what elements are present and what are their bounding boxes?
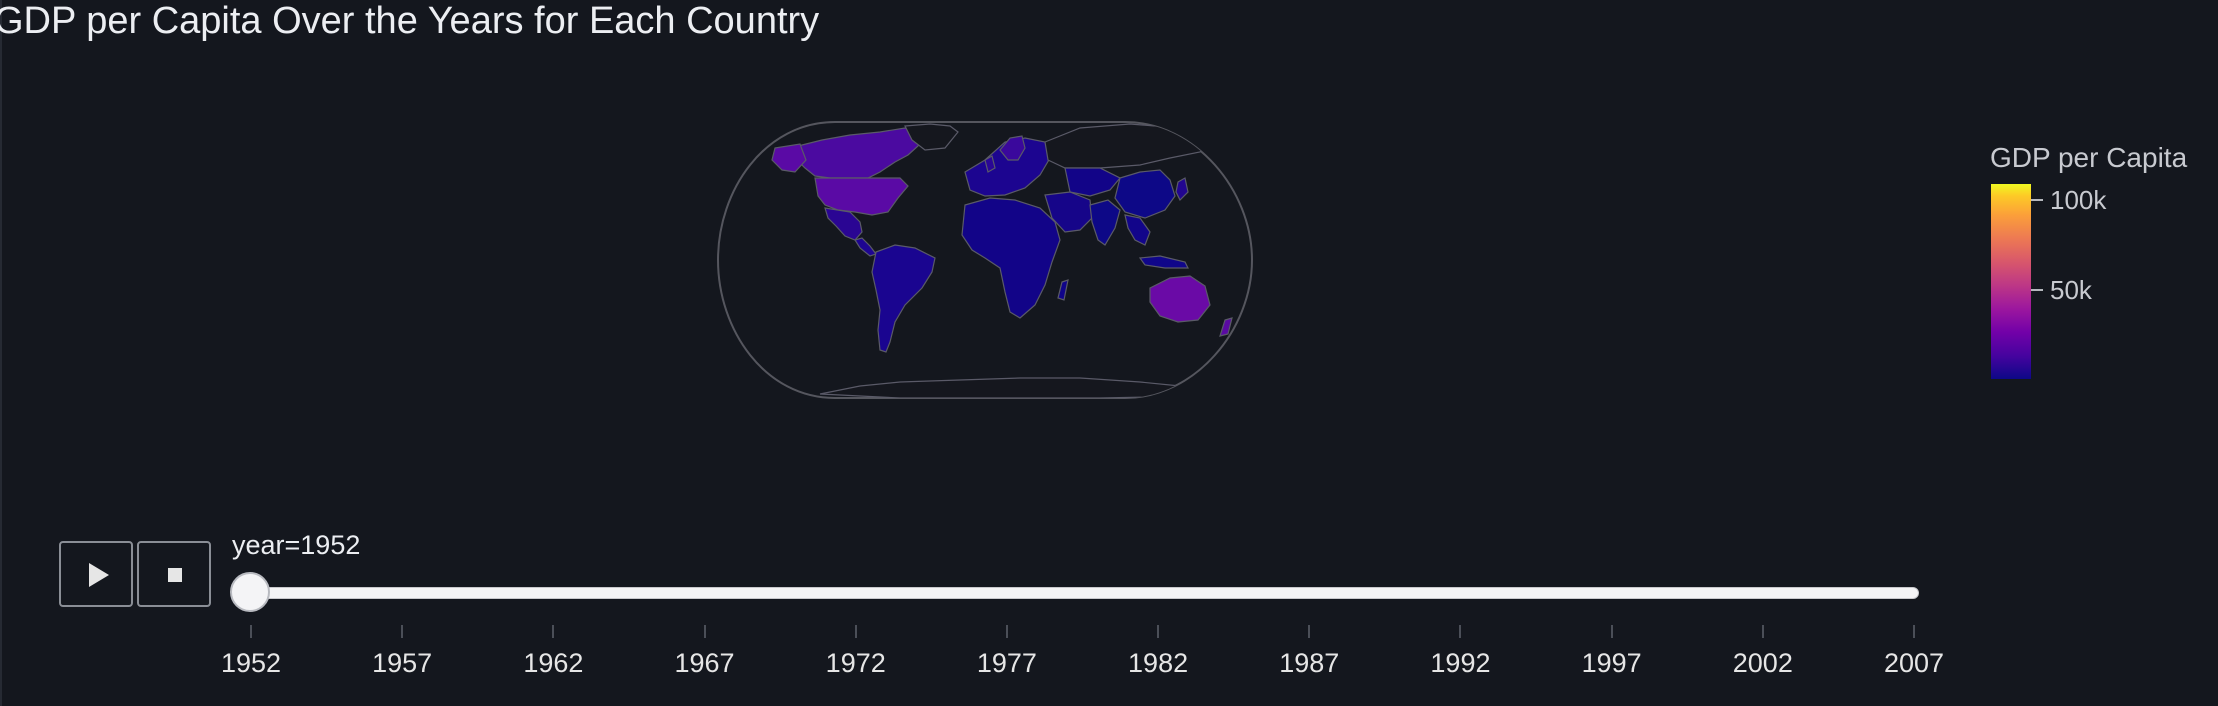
year-tick: [250, 625, 252, 638]
year-step-label[interactable]: 1982: [1128, 648, 1189, 678]
colorbar-gradient: [1991, 184, 2031, 379]
play-button[interactable]: [59, 541, 133, 607]
chart-title: GDP per Capita Over the Years for Each C…: [0, 0, 820, 42]
country-africa[interactable]: [961, 197, 1061, 319]
colorbar-tick-label: 100k: [2050, 185, 2107, 215]
year-step-label[interactable]: 1967: [674, 648, 735, 678]
country-usa[interactable]: [814, 177, 909, 216]
play-icon: [89, 563, 109, 587]
colorbar-tick-label: 50k: [2050, 275, 2092, 305]
country-uk[interactable]: [984, 155, 996, 173]
country-scandinavia[interactable]: [999, 135, 1026, 161]
country-europe[interactable]: [964, 137, 1051, 197]
colorbar-tick: [2031, 199, 2043, 201]
year-tick: [1157, 625, 1160, 638]
country-canada[interactable]: [794, 127, 926, 179]
country-india[interactable]: [1089, 199, 1121, 246]
country-usa-alaska[interactable]: [771, 143, 807, 173]
year-tick: [401, 625, 404, 638]
year-tick: [703, 625, 706, 638]
year-tick: [1610, 625, 1613, 638]
year-tick: [1308, 625, 1311, 638]
year-step-label[interactable]: 1952: [220, 648, 282, 678]
year-step-label[interactable]: 1972: [825, 648, 886, 678]
year-step-label[interactable]: 1997: [1581, 648, 1642, 678]
year-step-label[interactable]: 1992: [1430, 648, 1491, 678]
year-tick: [854, 625, 857, 638]
year-step-label[interactable]: 1962: [523, 648, 584, 678]
country-antarctica[interactable]: [819, 377, 1201, 398]
country-southeast-asia[interactable]: [1124, 214, 1151, 246]
year-step-label[interactable]: 2002: [1732, 648, 1793, 678]
country-australia[interactable]: [1149, 275, 1211, 323]
country-madagascar[interactable]: [1057, 279, 1069, 301]
country-central-asia[interactable]: [1064, 167, 1121, 197]
country-new-zealand[interactable]: [1219, 317, 1233, 337]
country-greenland[interactable]: [904, 123, 959, 151]
year-tick: [1761, 625, 1764, 638]
country-japan[interactable]: [1175, 177, 1189, 202]
country-central-america[interactable]: [854, 237, 877, 257]
year-slider-handle[interactable]: [230, 572, 270, 612]
country-south-america[interactable]: [871, 244, 936, 353]
country-indonesia[interactable]: [1138, 255, 1189, 269]
year-step-label[interactable]: 1977: [976, 648, 1037, 678]
year-step-label[interactable]: 2007: [1883, 648, 1945, 678]
year-tick: [1005, 625, 1008, 638]
country-china[interactable]: [1114, 169, 1176, 219]
year-tick: [552, 625, 555, 638]
slider-current-value: year=1952: [232, 530, 361, 560]
year-tick: [1913, 625, 1915, 638]
stop-icon: [168, 568, 182, 582]
country-middle-east[interactable]: [1044, 191, 1093, 233]
country-russia[interactable]: [1044, 123, 1217, 169]
colorbar-title: GDP per Capita: [1990, 142, 2188, 173]
stop-button[interactable]: [137, 541, 211, 607]
year-tick: [1459, 625, 1462, 638]
colorbar-tick: [2031, 289, 2043, 291]
year-slider-track[interactable]: [246, 587, 1919, 599]
year-step-label[interactable]: 1957: [372, 648, 433, 678]
plot-left-border: [0, 0, 2, 706]
year-step-label[interactable]: 1987: [1279, 648, 1340, 678]
